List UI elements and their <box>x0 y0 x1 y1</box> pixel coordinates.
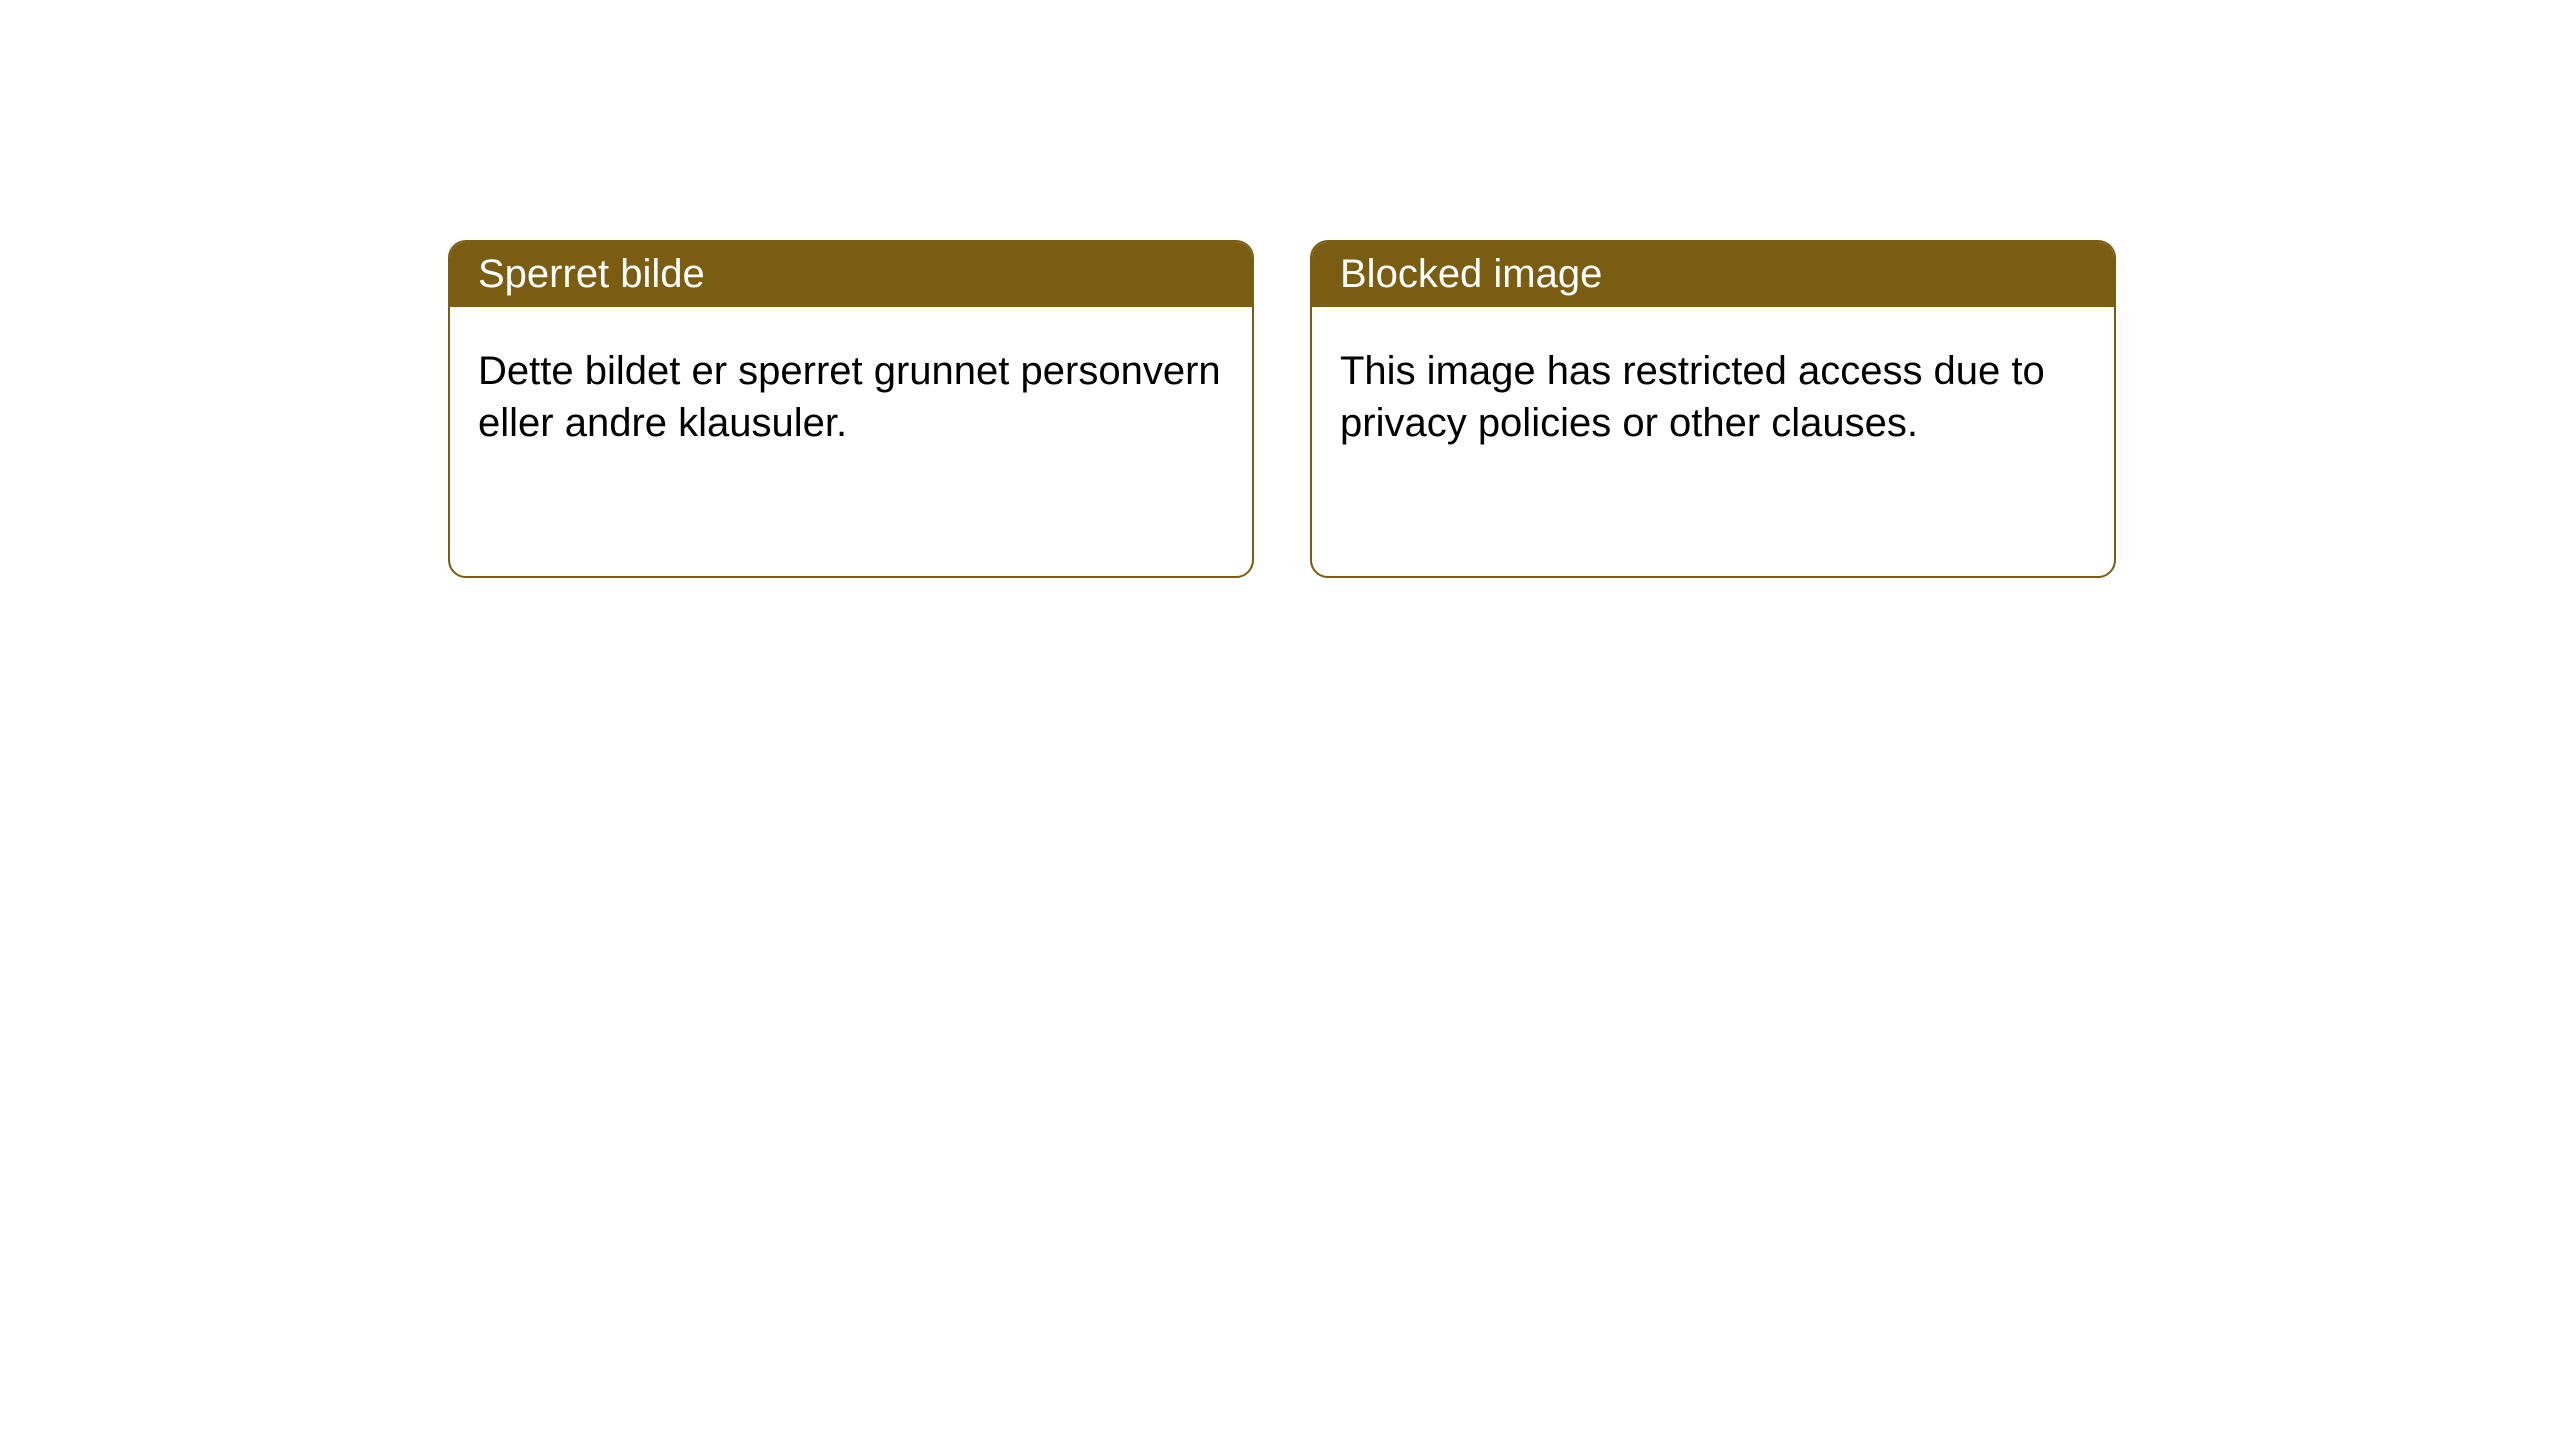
notice-title: Blocked image <box>1312 242 2114 307</box>
notice-title: Sperret bilde <box>450 242 1252 307</box>
notice-box-english: Blocked image This image has restricted … <box>1310 240 2116 578</box>
notice-box-norwegian: Sperret bilde Dette bildet er sperret gr… <box>448 240 1254 578</box>
notice-body: This image has restricted access due to … <box>1312 307 2114 487</box>
notice-body: Dette bildet er sperret grunnet personve… <box>450 307 1252 487</box>
notice-container: Sperret bilde Dette bildet er sperret gr… <box>0 0 2560 578</box>
